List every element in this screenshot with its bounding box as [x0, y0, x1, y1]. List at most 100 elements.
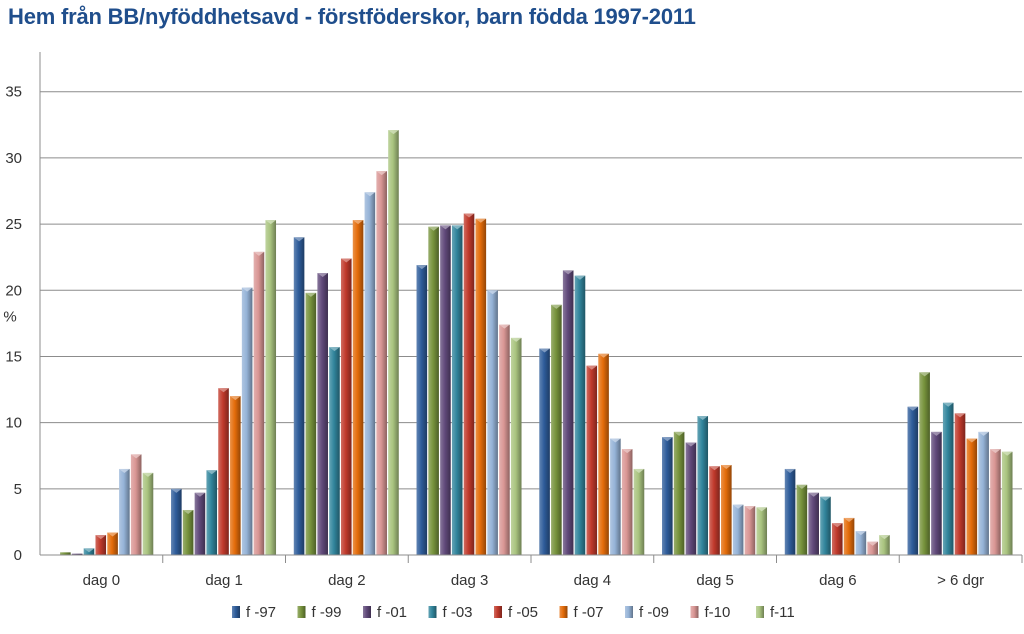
bar-bevel [907, 406, 919, 411]
bar [831, 523, 843, 555]
bar-bevel [376, 171, 387, 176]
bar-bevel [451, 225, 463, 230]
bar [586, 365, 598, 555]
bar-bevel [954, 413, 966, 418]
bar [721, 464, 732, 555]
bar-bevel [352, 220, 364, 225]
gridlines [40, 91, 1022, 490]
bar-bevel [709, 466, 720, 471]
bar [879, 535, 890, 555]
bar [633, 468, 645, 555]
bar-bevel [388, 130, 399, 135]
bar [130, 454, 142, 555]
legend-swatch [559, 606, 568, 618]
x-tick-label: dag 1 [205, 572, 243, 589]
bar-bevel [463, 213, 475, 218]
legend-label: f -09 [639, 604, 669, 621]
legend-swatch [363, 606, 371, 618]
legend-swatch [428, 606, 437, 618]
bar [931, 431, 942, 555]
bar-bevel [95, 535, 107, 540]
bar-bevel [475, 218, 487, 223]
bar [685, 442, 697, 555]
bar [709, 466, 720, 555]
bar-bevel [621, 449, 633, 454]
x-tick-label: > 6 dgr [937, 572, 984, 589]
bar-bevel [119, 468, 130, 473]
bar [919, 372, 930, 555]
bar-bevel [551, 304, 562, 309]
y-tick-label: 30 [5, 150, 22, 167]
bar [317, 273, 328, 555]
bar [119, 468, 130, 555]
bar [610, 438, 621, 555]
bar-bevel [539, 348, 550, 353]
bar-bevel [796, 484, 808, 489]
bar-bevel [142, 472, 154, 477]
bar-bevel [171, 488, 182, 493]
bar-bevel [990, 449, 1001, 454]
bar [329, 347, 340, 555]
bar-bevel [130, 454, 142, 459]
y-tick-label: 15 [5, 348, 22, 365]
bar [598, 353, 609, 555]
bar-bevel [317, 273, 328, 278]
bar [352, 220, 364, 556]
bar [487, 290, 498, 555]
legend-swatch [625, 606, 633, 618]
bar-bevel [230, 396, 241, 401]
bar-bevel [487, 290, 498, 295]
bar-bevel [756, 507, 768, 512]
bar [241, 287, 253, 555]
bar [855, 531, 867, 555]
bar-bevel [697, 416, 709, 421]
bar [305, 292, 317, 555]
bar [194, 492, 206, 555]
bar-bevel [843, 517, 855, 522]
bar-bevel [241, 287, 253, 292]
bar [966, 438, 978, 555]
bar-bevel [942, 402, 954, 407]
bar-bevel [831, 523, 843, 528]
bar [182, 509, 194, 555]
y-tick-label: 10 [5, 415, 22, 432]
bar-bevel [978, 431, 989, 436]
bar-bevel [662, 437, 673, 442]
bar-bevel [305, 292, 317, 297]
bar-bevel [416, 265, 428, 270]
y-tick-label: 5 [14, 481, 22, 498]
bar [662, 437, 673, 555]
bar [428, 226, 439, 556]
bar-bevel [510, 337, 522, 342]
bar-bevel [673, 431, 685, 436]
bar [440, 225, 451, 555]
bar [218, 388, 229, 555]
bar-bevel [586, 365, 598, 370]
legend-label: f -03 [443, 604, 473, 621]
bar [673, 431, 685, 555]
chart-title: Hem från BB/nyföddhetsavd - förstfödersk… [8, 4, 696, 29]
legend-swatch [494, 606, 502, 618]
y-tick-label: 0 [14, 547, 22, 564]
legend-label: f -97 [246, 604, 276, 621]
bar [107, 532, 118, 555]
axes [39, 52, 1023, 563]
bar [340, 258, 352, 555]
bar-bevel [265, 220, 277, 225]
legend-swatch [232, 606, 240, 618]
bar-bevel [732, 504, 744, 509]
bar-bevel [808, 492, 819, 497]
bar-bevel [931, 431, 942, 436]
bar-bevel [440, 225, 451, 230]
bar-bevel [685, 442, 697, 447]
bar-bevel [919, 372, 930, 377]
bar-bevel [855, 531, 867, 536]
y-tick-label: 25 [5, 216, 22, 233]
bar-bevel [428, 226, 439, 231]
bar-bevel [194, 492, 206, 497]
bar [95, 535, 107, 555]
bar-bevel [329, 347, 340, 352]
bar [551, 304, 562, 555]
bar-bevel [966, 438, 978, 443]
bar-bevel [218, 388, 229, 393]
